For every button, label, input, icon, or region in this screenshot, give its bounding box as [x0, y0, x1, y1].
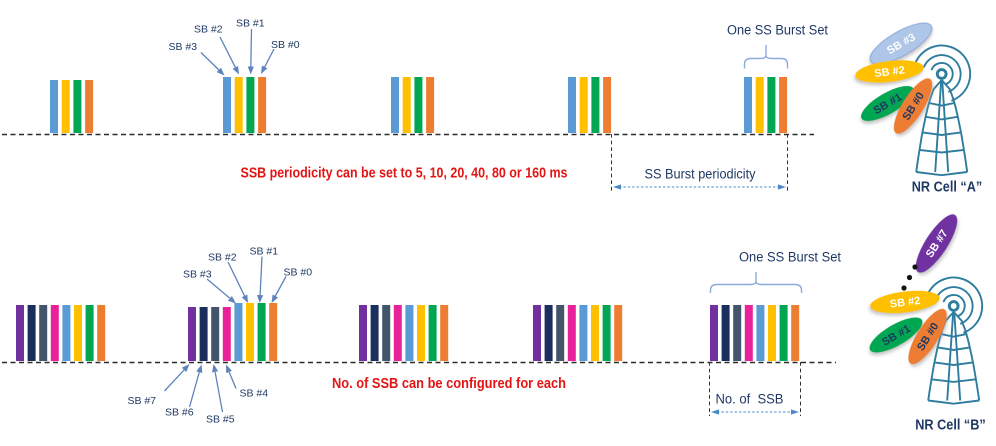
svg-text:SB #0: SB #0: [271, 39, 300, 51]
svg-text:SB #3: SB #3: [169, 41, 198, 53]
svg-text:SB #7: SB #7: [128, 395, 157, 407]
svg-text:SB #2: SB #2: [194, 24, 223, 36]
svg-text:SB #5: SB #5: [206, 414, 235, 426]
svg-text:SB #6: SB #6: [165, 407, 194, 419]
svg-text:No. of SSB: No. of SSB: [716, 392, 784, 407]
svg-text:SSB periodicity can be set to: SSB periodicity can be set to 5, 10, 20,…: [241, 165, 568, 181]
svg-text:One SS Burst Set: One SS Burst Set: [739, 250, 841, 265]
svg-text:SB #0: SB #0: [284, 267, 313, 279]
svg-text:One SS Burst Set: One SS Burst Set: [727, 23, 828, 38]
svg-text:No. of SSB can be configured f: No. of SSB can be configured for each: [332, 376, 566, 392]
svg-text:SB #3: SB #3: [183, 269, 212, 281]
svg-text:SB #1: SB #1: [250, 246, 279, 258]
svg-text:SB #1: SB #1: [236, 18, 265, 30]
svg-text:SB #2: SB #2: [208, 252, 237, 264]
svg-text:SB #4: SB #4: [240, 388, 269, 400]
svg-text:SS Burst periodicity: SS Burst periodicity: [645, 167, 756, 182]
svg-text:NR Cell “B”: NR Cell “B”: [915, 417, 986, 433]
svg-text:SB #2: SB #2: [889, 295, 921, 311]
svg-text:NR Cell “A”: NR Cell “A”: [912, 179, 983, 195]
svg-text:SB #2: SB #2: [874, 64, 906, 80]
